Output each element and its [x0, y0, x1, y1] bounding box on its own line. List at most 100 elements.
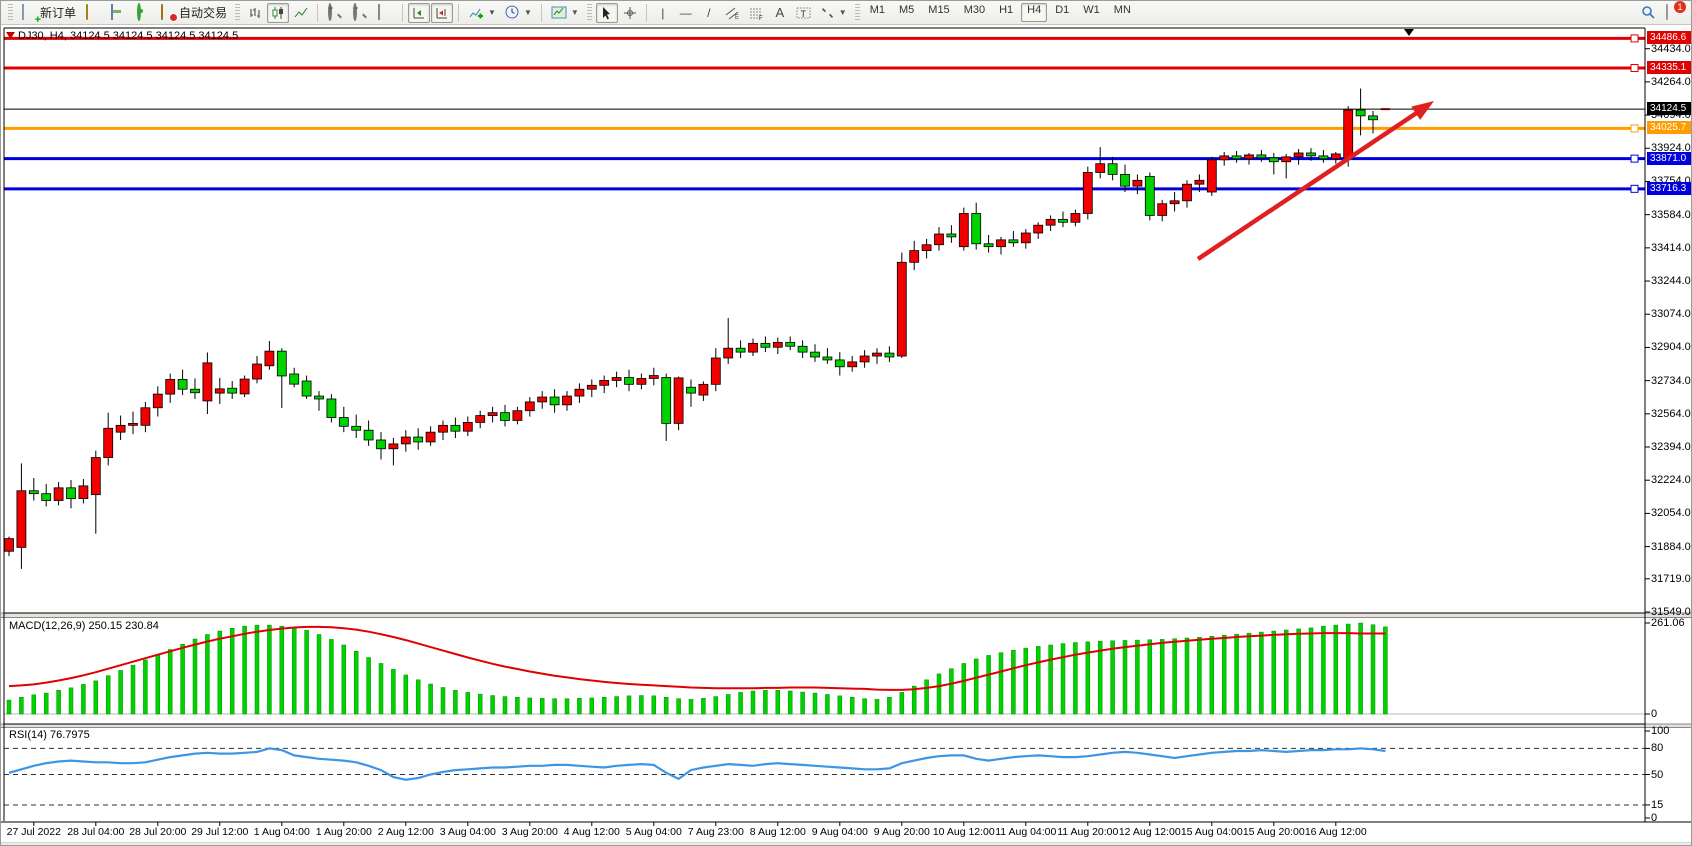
candle-body: [140, 407, 151, 426]
macd-histogram-bar: [986, 655, 991, 715]
market-watch-button[interactable]: [106, 3, 130, 23]
toolbar-grip[interactable]: [8, 3, 13, 22]
periods-button[interactable]: ▼: [501, 3, 536, 23]
time-axis-label: 28 Jul 20:00: [129, 826, 187, 838]
search-button[interactable]: [1637, 3, 1660, 23]
candle-body: [983, 243, 994, 248]
timeframe-button-mn[interactable]: MN: [1113, 4, 1131, 16]
zoom-in-icon: +: [328, 2, 333, 21]
macd-histogram-bar: [415, 679, 421, 715]
crosshair-button[interactable]: [619, 3, 641, 23]
zoom-in-button[interactable]: +: [323, 2, 347, 23]
candle-body: [4, 538, 14, 552]
candle-body: [66, 487, 76, 499]
new-order-button[interactable]: 新订单: [17, 3, 80, 23]
equidistant-channel-button[interactable]: E: [721, 3, 744, 23]
macd-histogram-bar: [651, 695, 657, 715]
time-axis-label: 11 Aug 04:00: [995, 826, 1057, 838]
macd-histogram-bar: [1110, 640, 1115, 715]
text-label-button[interactable]: T: [792, 3, 815, 23]
macd-histogram-bar: [936, 673, 942, 715]
indicators-button[interactable]: ▼: [464, 3, 500, 23]
chart-shift-button[interactable]: [431, 2, 454, 23]
candle-body: [1095, 163, 1106, 173]
timeframe-button-d1[interactable]: D1: [1055, 4, 1070, 16]
macd-histogram-bar: [192, 638, 198, 715]
vertical-line-button[interactable]: |: [661, 5, 665, 20]
time-axis-label: 27 Jul 2022: [6, 826, 61, 838]
chart-canvas[interactable]: DJ30, H4, 34124.5 34124.5 34124.5 34124.…: [1, 26, 1691, 845]
macd-histogram-bar: [1048, 644, 1053, 715]
templates-button[interactable]: ▼: [547, 3, 583, 23]
candle-body: [214, 388, 225, 394]
cursor-button[interactable]: [595, 2, 618, 23]
line-chart-icon: [294, 7, 308, 17]
trendline-button[interactable]: /: [707, 5, 711, 20]
chat-button[interactable]: 1: [1661, 1, 1686, 23]
price-tick-label: 34434.0: [1651, 42, 1691, 55]
candle-body: [90, 457, 101, 496]
candle-body: [1293, 152, 1304, 158]
price-tick-label: 32224.0: [1651, 474, 1691, 487]
chart-shift-icon: [436, 7, 448, 18]
auto-trading-button[interactable]: 自动交易: [156, 3, 231, 23]
macd-histogram-bar: [887, 697, 892, 715]
time-axis-label: 8 Aug 12:00: [749, 826, 806, 838]
timeframe-button-h1[interactable]: H1: [999, 4, 1014, 16]
macd-histogram-bar: [911, 685, 917, 715]
line-chart-button[interactable]: [290, 3, 312, 23]
macd-histogram-bar: [1122, 640, 1128, 715]
chart-window-button[interactable]: [81, 3, 105, 23]
macd-histogram-bar: [31, 694, 37, 715]
bar-chart-button[interactable]: [244, 3, 266, 23]
price-level-badge: 34486.6: [1647, 31, 1691, 45]
chat-icon: [1666, 3, 1668, 20]
arrows-button[interactable]: ▼: [816, 3, 851, 23]
candle-body: [909, 250, 920, 263]
fibonacci-button[interactable]: F: [745, 3, 768, 23]
zoom-out-button[interactable]: −: [348, 2, 372, 23]
timeframe-button-m1[interactable]: M1: [869, 4, 885, 16]
tile-windows-button[interactable]: [373, 3, 397, 23]
candle-body: [1107, 163, 1118, 175]
rsi-scale-label: 50: [1651, 768, 1664, 781]
macd-histogram-bar: [341, 644, 347, 715]
level-line-handle: [1630, 34, 1639, 43]
chart-window-icon: [86, 3, 89, 20]
candle-body: [16, 490, 27, 548]
pane-separator: [1, 613, 1691, 618]
text-button[interactable]: A: [775, 5, 785, 20]
symbol-marker-triangle: [6, 32, 15, 39]
bar-chart-icon: [250, 7, 260, 18]
macd-histogram-bar: [812, 692, 818, 715]
timeframe-button-h4[interactable]: H4: [1021, 3, 1048, 22]
candle-body: [128, 422, 138, 426]
candle-body: [1206, 159, 1217, 193]
candle-body: [115, 424, 126, 433]
candle-body: [760, 342, 771, 348]
candle-body: [1033, 224, 1044, 234]
level-line-handle: [1630, 154, 1639, 163]
macd-histogram-bar: [1383, 626, 1388, 715]
candle-body: [363, 429, 374, 441]
time-axis-label: 2 Aug 12:00: [377, 826, 434, 838]
candlestick-chart-button[interactable]: [267, 2, 290, 23]
macd-histogram-bar: [477, 693, 483, 715]
timeframe-button-m15[interactable]: M15: [928, 4, 950, 16]
timeframe-button-m5[interactable]: M5: [899, 4, 915, 16]
auto-scroll-button[interactable]: [408, 2, 431, 23]
horizontal-line-button[interactable]: —: [679, 5, 692, 20]
timeframe-button-w1[interactable]: W1: [1083, 4, 1100, 16]
candle-body: [884, 352, 895, 358]
macd-histogram-bar: [1234, 633, 1239, 715]
candle-body: [946, 233, 957, 238]
signals-button[interactable]: [131, 2, 155, 23]
rsi-line: [8, 747, 1386, 781]
timeframe-button-m30[interactable]: M30: [963, 4, 986, 16]
macd-indicator-label: MACD(12,26,9) 250.15 230.84: [9, 620, 159, 632]
new-order-icon: [22, 3, 24, 20]
macd-histogram-bar: [1283, 629, 1289, 715]
price-level-badge: 33716.3: [1647, 181, 1691, 195]
zoom-out-icon: −: [353, 2, 358, 21]
macd-histogram-bar: [1011, 649, 1016, 715]
